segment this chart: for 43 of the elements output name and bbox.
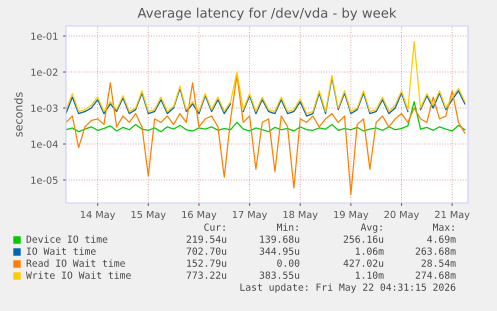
text: Max: xyxy=(432,224,454,231)
text: 139.68u xyxy=(260,235,300,243)
text: 274.68m xyxy=(416,271,456,279)
text: Avg: xyxy=(360,224,382,233)
y-tick-label: 1e-03 xyxy=(31,104,58,112)
y-tick-label: 1e-04 xyxy=(31,140,58,148)
x-tick-label: 17 May xyxy=(232,210,268,220)
legend-label: Read IO Wait time xyxy=(26,259,125,267)
text: Cur: xyxy=(204,223,225,231)
legend-label: Device IO time xyxy=(26,235,108,243)
text: 219.54u xyxy=(186,235,226,243)
text: 1.06m xyxy=(356,247,384,255)
y-axis-title: seconds xyxy=(14,92,23,137)
text: Min: xyxy=(276,223,298,231)
line-series xyxy=(66,74,466,195)
text: 773.22u xyxy=(186,271,226,279)
x-tick-label: 15 May xyxy=(132,210,166,220)
text: 1.10m xyxy=(356,271,384,279)
y-tick-label: 1e-01 xyxy=(31,32,58,40)
legend-label: Write IO Wait time xyxy=(26,271,131,279)
x-tick-label: 18 May xyxy=(284,210,318,220)
text: 427.02u xyxy=(344,259,384,267)
x-tick-label: 20 May xyxy=(384,210,420,220)
x-tick-label: 16 May xyxy=(182,210,216,220)
text: 344.95u xyxy=(260,247,300,255)
y-tick-label: 1e-05 xyxy=(31,176,58,184)
x-tick-label: 14 May xyxy=(80,210,116,220)
x-tick-label: 19 May xyxy=(334,210,368,220)
x-tick-label: 21 May xyxy=(435,210,470,220)
text: 383.55u xyxy=(260,271,300,279)
legend-label: IO Wait time xyxy=(26,247,96,255)
text: 702.70u xyxy=(186,247,226,255)
chart-title: Average latency for /dev/vda - by week xyxy=(138,8,396,20)
text: 256.16u xyxy=(344,235,384,243)
text: 4.69m xyxy=(427,235,456,243)
line-series xyxy=(66,101,466,132)
text: 28.54m xyxy=(422,259,456,267)
y-tick-label: 1e-02 xyxy=(31,68,58,76)
text: 152.79u xyxy=(187,259,226,267)
text: 0.00 xyxy=(277,259,300,267)
text: 263.68m xyxy=(416,247,456,255)
text: Last update: Fri May 22 04:31:15 2026 xyxy=(240,283,456,293)
line-series xyxy=(66,40,466,114)
